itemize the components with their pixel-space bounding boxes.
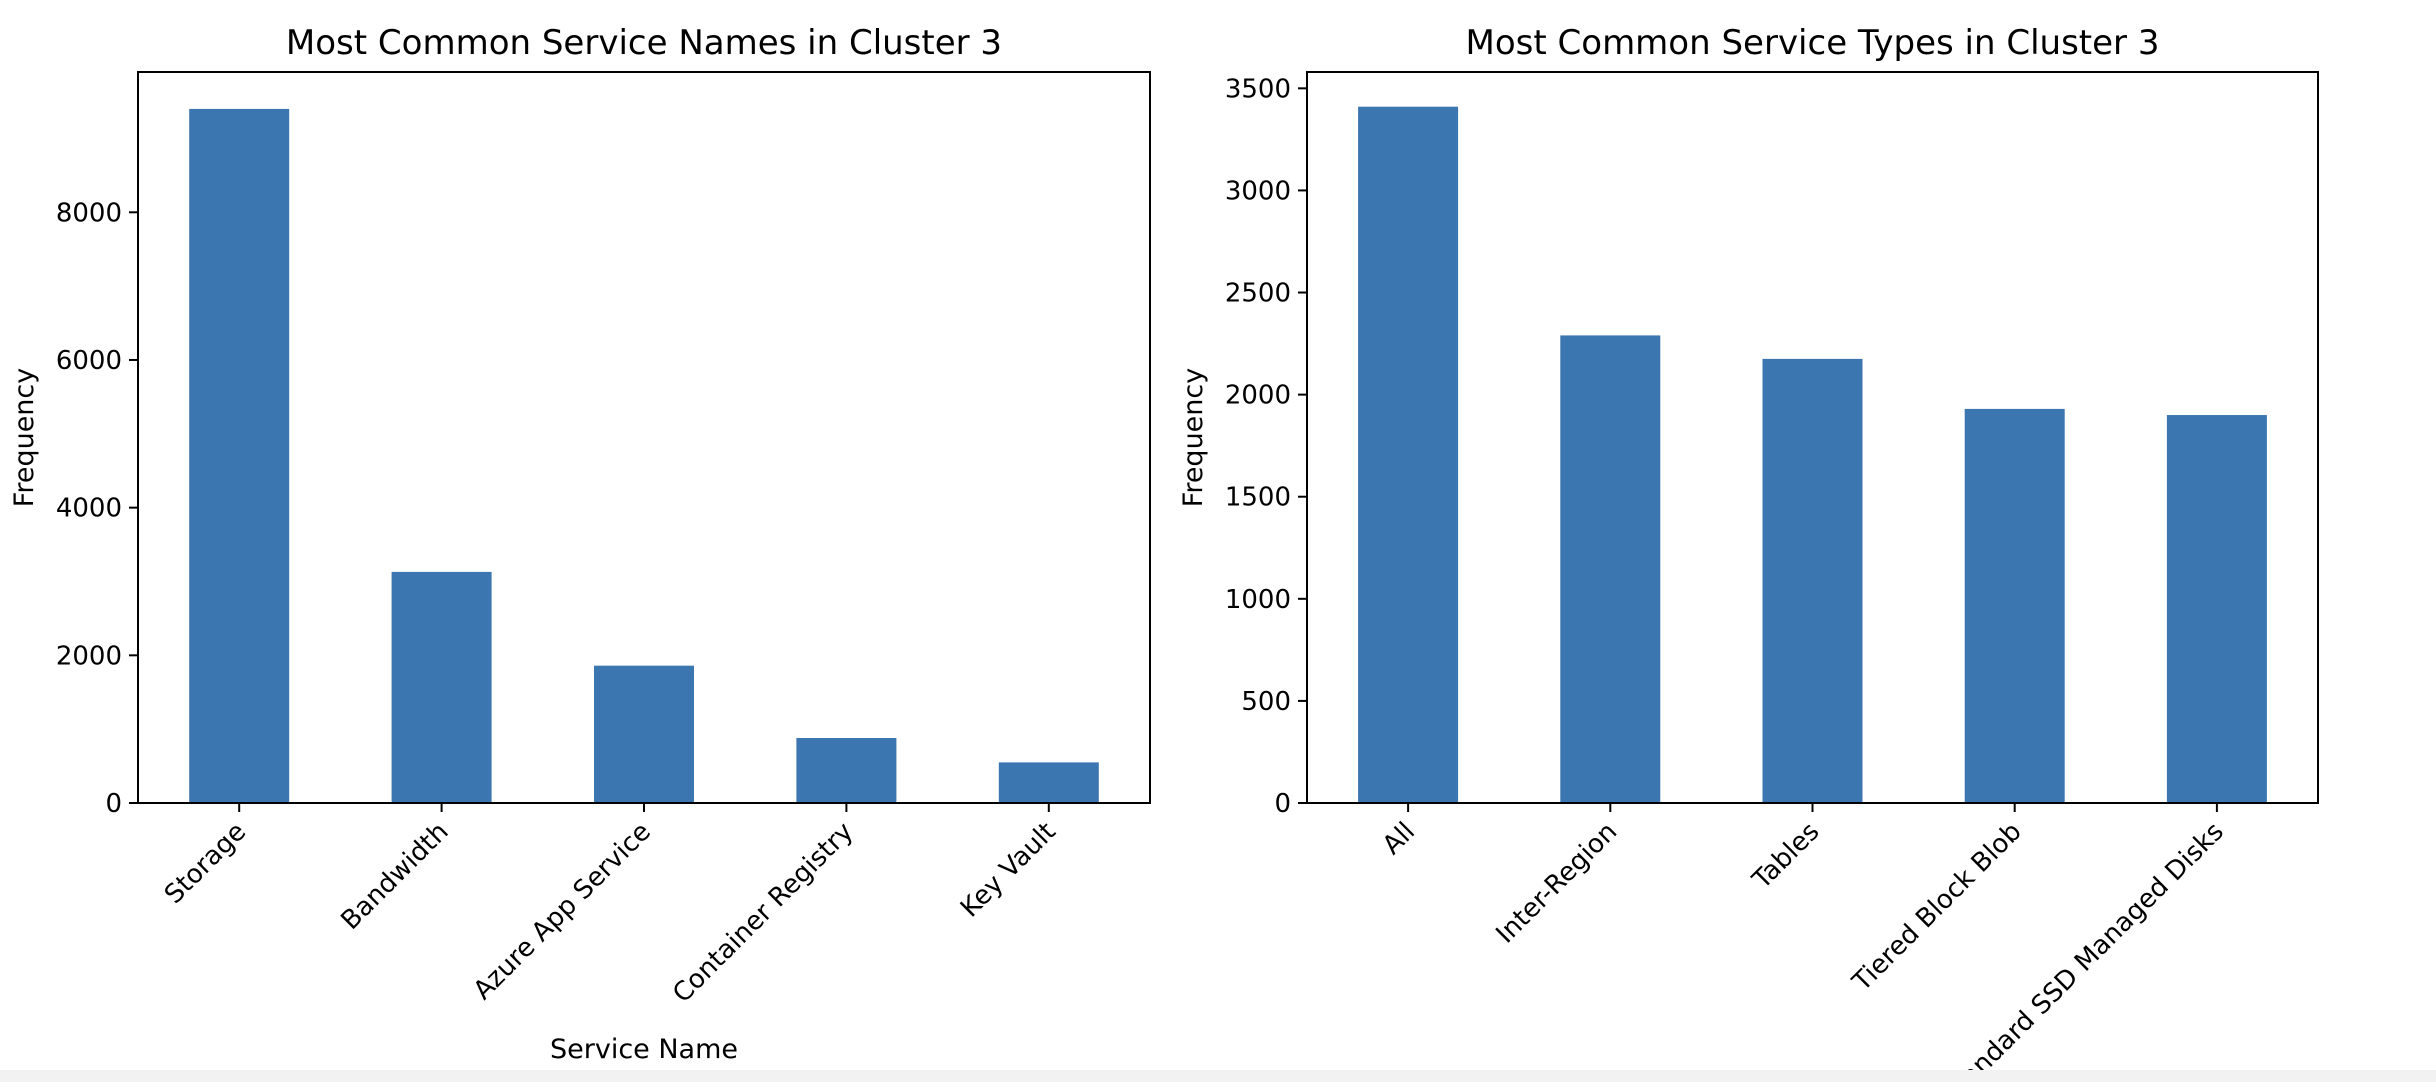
bar (1560, 335, 1661, 803)
y-tick-label: 1500 (1225, 483, 1291, 513)
plot-frame (137, 71, 1151, 804)
bar (1964, 408, 2065, 803)
y-tick-label: 4000 (56, 494, 122, 524)
x-tick-label: Inter-Region (1490, 817, 1623, 950)
bar (189, 108, 290, 803)
bar (998, 762, 1099, 803)
y-tick-label: 0 (1274, 789, 1291, 819)
chart-title: Most Common Service Types in Cluster 3 (1466, 23, 2160, 63)
bar (594, 665, 694, 803)
bar (2166, 415, 2267, 803)
x-axis-label: Service Name (550, 1034, 738, 1065)
chart-service-names: Most Common Service Names in Cluster 3 F… (9, 23, 1151, 1065)
y-axis-label: Frequency (9, 368, 40, 508)
bar (796, 738, 897, 803)
bar (391, 571, 492, 803)
x-ticks: All Inter-Region Tables Tiered Block BlobSt… (1377, 803, 2230, 1070)
y-tick-label: 0 (105, 789, 122, 819)
bars (1358, 106, 2267, 804)
y-ticks: 0 2000 4000 6000 8000 (56, 198, 138, 819)
y-tick-label: 3000 (1225, 176, 1291, 206)
y-axis-label: Frequency (1178, 368, 1209, 508)
x-tick-label: All (1377, 817, 1421, 861)
x-tick-label: Key Vault (955, 817, 1062, 924)
y-tick-label: 2500 (1225, 279, 1291, 309)
bars (189, 108, 1099, 803)
bar (1762, 358, 1863, 803)
x-tick-label: Bandwidth (335, 817, 454, 936)
y-tick-label: 8000 (56, 198, 122, 228)
x-tick-label: Tiered Block Blob (1846, 817, 2027, 998)
x-tick-label: Container Registry (667, 817, 859, 1009)
y-ticks: 0 500 1000 1500 2000 2500 3000 3500 (1225, 74, 1307, 819)
y-tick-label: 6000 (56, 346, 122, 376)
x-tick-label: Azure App Service (468, 817, 657, 1006)
y-tick-label: 3500 (1225, 74, 1291, 104)
plot-frame (1306, 71, 2319, 804)
x-ticks: Storage Bandwidth Azure App Service Contain… (159, 803, 1062, 1009)
chart-service-types: Most Common Service Types in Cluster 3 F… (1178, 23, 2319, 1070)
x-tick-label: Tables (1746, 817, 1825, 896)
y-tick-label: 1000 (1225, 585, 1291, 615)
chart-title: Most Common Service Names in Cluster 3 (286, 23, 1002, 63)
y-tick-label: 2000 (1225, 381, 1291, 411)
y-tick-label: 500 (1241, 687, 1291, 717)
y-tick-label: 2000 (56, 641, 122, 671)
bottom-strip (0, 1070, 2436, 1082)
x-tick-label: Storage (159, 817, 252, 910)
bar (1358, 106, 1459, 804)
